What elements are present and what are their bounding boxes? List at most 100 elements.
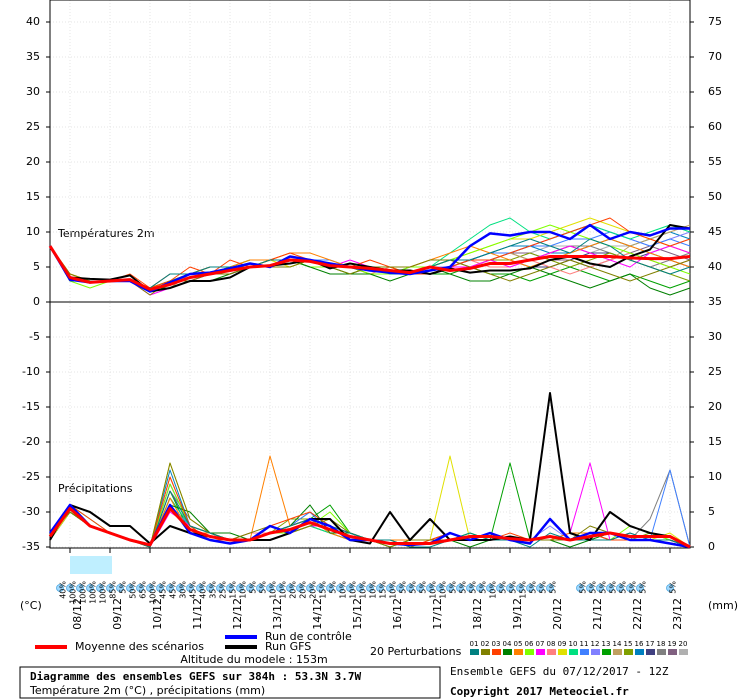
legend-swatch [536, 649, 545, 655]
legend-label: 04 [503, 640, 512, 648]
chart-subtitle: Température 2m (°C) , précipitations (mm… [29, 684, 265, 697]
legend-swatch [525, 649, 534, 655]
snow-probability: 5% [329, 581, 338, 594]
y2-tick-label: 10 [708, 470, 722, 483]
snow-icon [496, 584, 504, 592]
snow-probability: 15% [379, 581, 388, 599]
y-tick-label: -35 [22, 540, 40, 553]
snow-icon [616, 584, 624, 592]
legend-swatch [470, 649, 479, 655]
snow-icon [596, 584, 604, 592]
snow-icon [146, 584, 154, 592]
snow-probability: 10% [439, 581, 448, 599]
legend-label: 18 [657, 640, 666, 648]
x-tick-label: 17/12 [431, 598, 444, 630]
snow-probability: 5% [609, 581, 618, 594]
snow-probability: 5% [619, 581, 628, 594]
legend-swatch [602, 649, 611, 655]
legend-label: 10 [569, 640, 578, 648]
legend-swatch [492, 649, 501, 655]
legend-label: 16 [635, 640, 644, 648]
x-tick-label: 09/12 [111, 598, 124, 630]
snow-icon [156, 584, 164, 592]
legend-swatch [657, 649, 666, 655]
y2-tick-label: 60 [708, 120, 722, 133]
snow-icon [626, 584, 634, 592]
snow-icon [536, 584, 544, 592]
snow-probability: 45% [169, 581, 178, 599]
snow-icon [436, 584, 444, 592]
snow-probability: 5% [509, 581, 518, 594]
y-tick-label: 5 [33, 260, 40, 273]
snow-probability: 5% [579, 581, 588, 594]
legend-label: 20 [679, 640, 688, 648]
y2-tick-label: 15 [708, 435, 722, 448]
precip-label: Précipitations [58, 482, 133, 495]
legend-label: 07 [536, 640, 545, 648]
legend-swatch [547, 649, 556, 655]
legend-swatch [613, 649, 622, 655]
snow-probability: 5% [449, 581, 458, 594]
snow-probability: 5% [549, 581, 558, 594]
snow-icon [166, 584, 174, 592]
snow-probability: 5% [499, 581, 508, 594]
snow-icon [176, 584, 184, 592]
snow-probability: 20% [309, 581, 318, 599]
legend-label: 03 [492, 640, 501, 648]
snow-probability: 45% [189, 581, 198, 599]
x-tick-label: 21/12 [591, 598, 604, 630]
y-tick-label: 0 [33, 295, 40, 308]
legend-label: 09 [558, 640, 567, 648]
snow-icon [506, 584, 514, 592]
legend-swatch [481, 649, 490, 655]
snow-icon [516, 584, 524, 592]
snow-probability: 5% [639, 581, 648, 594]
snow-probability: 5% [479, 581, 488, 594]
snow-probability: 5% [409, 581, 418, 594]
snow-probability: 10% [279, 581, 288, 599]
temp-label: Températures 2m [57, 227, 155, 240]
snow-probability: 35% [209, 581, 218, 599]
x-tick-label: 22/12 [631, 598, 644, 630]
snow-probability: 5% [589, 581, 598, 594]
legend-swatch [558, 649, 567, 655]
snow-icon [606, 584, 614, 592]
title-box [19, 666, 441, 699]
snow-icon [106, 584, 114, 592]
y2-tick-label: 35 [708, 295, 722, 308]
legend-label: 13 [602, 640, 611, 648]
snow-probability: 100% [99, 581, 108, 604]
y-tick-label: -15 [22, 400, 40, 413]
snow-icon [186, 584, 194, 592]
snow-icon [576, 584, 584, 592]
snow-probability: 65% [139, 581, 148, 599]
snow-probability: 5% [599, 581, 608, 594]
snow-probability: 10% [359, 581, 368, 599]
snow-probability: 40% [59, 581, 68, 599]
snow-probability: 5% [249, 581, 258, 594]
legend-label: 19 [668, 640, 677, 648]
y2-tick-label: 55 [708, 155, 722, 168]
snow-icon [346, 584, 354, 592]
snow-icon [316, 584, 324, 592]
y2-tick-label: 20 [708, 400, 722, 413]
snow-icon [126, 584, 134, 592]
legend-label: 05 [514, 640, 523, 648]
legend-swatch [668, 649, 677, 655]
x-tick-label: 15/12 [351, 598, 364, 630]
x-tick-label: 10/12 [151, 598, 164, 630]
altitude: Altitude du modele : 153m [180, 653, 327, 666]
snow-icon [326, 584, 334, 592]
legend-label: 08 [547, 640, 556, 648]
chart-title: Diagramme des ensembles GEFS sur 384h : … [30, 670, 362, 683]
snow-icon [476, 584, 484, 592]
snow-icon [76, 584, 84, 592]
x-tick-label: 19/12 [511, 598, 524, 630]
y-tick-label: 10 [26, 225, 40, 238]
x-tick-label: 16/12 [391, 598, 404, 630]
snow-probability: 40% [199, 581, 208, 599]
perturbations-label: 20 Perturbations [370, 645, 462, 658]
snow-icon [356, 584, 364, 592]
snow-probability: 10% [389, 581, 398, 599]
